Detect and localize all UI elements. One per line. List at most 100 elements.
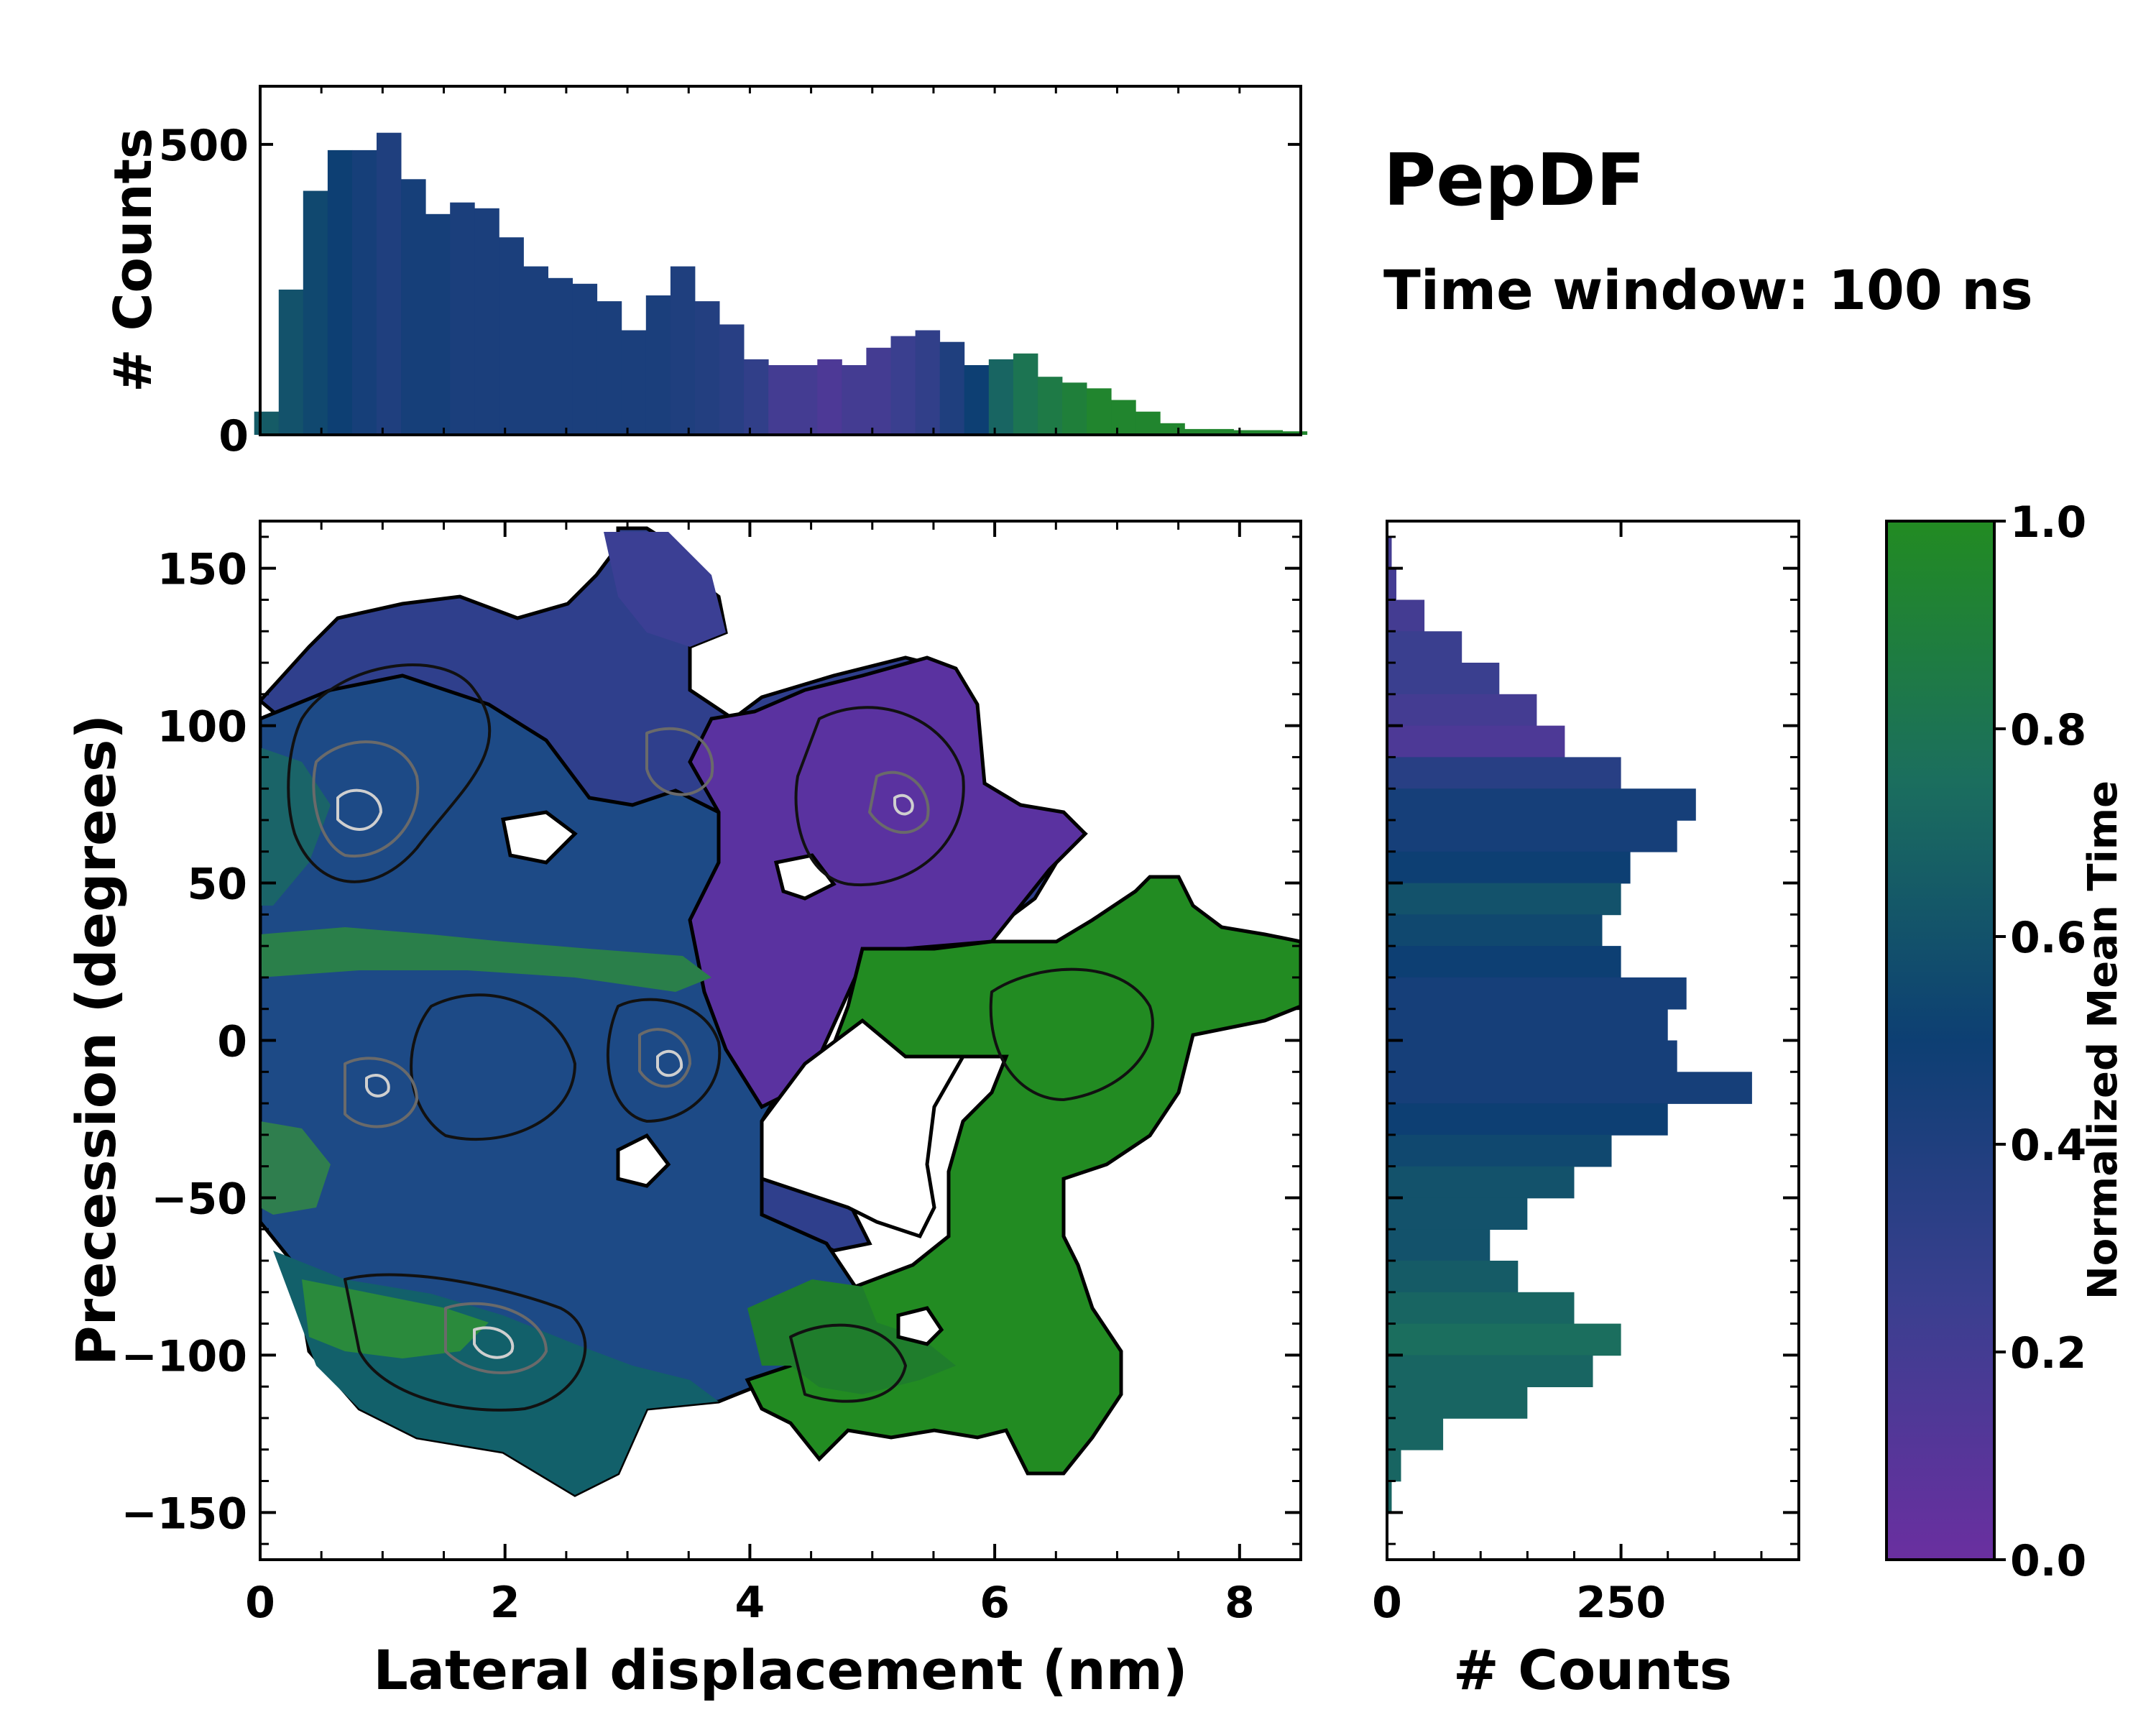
- right-histogram-bar: [1387, 1040, 1677, 1073]
- right-histogram-xlabel: # Counts: [1453, 1638, 1732, 1702]
- colorbar-tick-label: 0.4: [2010, 1121, 2086, 1171]
- figure-title: PepDF: [1383, 138, 1645, 222]
- right-histogram-bar: [1387, 914, 1603, 947]
- right-histogram-bar: [1387, 788, 1696, 821]
- main-heatmap-xtick-label: 4: [735, 1578, 765, 1628]
- main-heatmap-ytick-label: 50: [188, 860, 248, 910]
- top-histogram-bar: [621, 330, 647, 435]
- main-heatmap-xticks: 0 2 4 6 8: [245, 521, 1302, 1628]
- right-histogram-bar: [1387, 1134, 1612, 1167]
- contour-lines: [287, 663, 1154, 1412]
- top-histogram: 0 500 # Counts: [103, 85, 1308, 461]
- top-histogram-bar: [768, 365, 793, 435]
- right-histogram-bar: [1387, 1261, 1519, 1293]
- right-histogram-bar: [1387, 663, 1500, 695]
- contour-gray: [868, 770, 930, 834]
- right-histogram-xtick-label: 0: [1372, 1578, 1402, 1628]
- top-histogram-bar: [254, 411, 280, 435]
- region-right-arm: [745, 875, 1301, 1476]
- top-histogram-bar: [303, 190, 328, 435]
- top-histogram-bar: [1258, 430, 1284, 435]
- right-histogram-bar: [1387, 883, 1621, 916]
- colorbar-tick-label: 0.8: [2010, 705, 2086, 755]
- right-histogram-xticks: 0 250: [1372, 521, 1799, 1628]
- top-histogram-ytick-label: 500: [159, 121, 249, 171]
- region-lower-right-arm: [747, 1279, 956, 1394]
- right-histogram-bar: [1387, 725, 1565, 758]
- right-histogram-bar: [1387, 1418, 1444, 1450]
- right-histogram-bar: [1387, 757, 1621, 789]
- right-histogram-bar: [1387, 1008, 1668, 1041]
- main-heatmap-ytick-label: −50: [151, 1174, 247, 1224]
- main-heatmap-ylabel: Precession (degrees): [64, 714, 128, 1366]
- contour-light: [893, 794, 914, 816]
- main-heatmap-yticks: −150 −100 −50 0 50 100 150: [121, 535, 1301, 1545]
- right-histogram-bar: [1387, 1103, 1668, 1136]
- top-histogram-bar: [401, 179, 426, 436]
- colorbar-tick-label: 1.0: [2010, 497, 2086, 548]
- right-histogram-bar: [1387, 599, 1425, 632]
- right-histogram-bar: [1387, 1072, 1752, 1104]
- top-histogram-bar: [1062, 382, 1087, 436]
- hole-left-3: [616, 1133, 671, 1188]
- right-histogram-bar: [1387, 1386, 1528, 1419]
- main-heatmap-ytick-label: −150: [121, 1489, 247, 1539]
- contour-gray: [344, 1057, 418, 1128]
- top-histogram-bar: [1135, 411, 1161, 435]
- top-histogram-ylabel: # Counts: [103, 128, 163, 392]
- top-histogram-bar: [890, 336, 916, 435]
- contour-dark: [606, 998, 722, 1123]
- top-histogram-bar: [915, 330, 941, 435]
- right-histogram-bar: [1387, 1323, 1621, 1356]
- top-histogram-frame: [259, 85, 1302, 436]
- hole-left-1: [501, 810, 578, 865]
- top-histogram-bar: [964, 365, 990, 435]
- colorbar-ticks: 0.0 0.2 0.4 0.6 0.8 1.0: [1994, 497, 2086, 1586]
- main-heatmap-ytick-label: 150: [157, 545, 247, 595]
- top-histogram-bar: [1087, 388, 1112, 435]
- contour-dark: [287, 663, 492, 883]
- right-histogram-bar: [1387, 977, 1687, 1010]
- colorbar-label: Normalized Mean Time: [2080, 781, 2127, 1300]
- region-top-cluster: [604, 532, 726, 647]
- top-histogram-bar: [572, 283, 598, 435]
- top-histogram-bar: [1037, 377, 1063, 435]
- top-histogram-bar: [278, 289, 304, 435]
- main-heatmap-xtick-label: 2: [490, 1578, 520, 1628]
- top-histogram-bar: [744, 359, 769, 435]
- hole-left-2: [773, 853, 837, 901]
- contour-dark: [989, 967, 1154, 1101]
- top-histogram-bar: [352, 150, 377, 435]
- hole-center-right: [760, 1018, 967, 1239]
- main-heatmap-ytick-label: 100: [157, 702, 247, 753]
- right-histogram-bar: [1387, 631, 1462, 663]
- right-histogram-bar: [1387, 1197, 1528, 1230]
- contour-gray: [638, 1028, 691, 1088]
- right-histogram-bar: [1387, 1166, 1575, 1199]
- top-histogram-bar: [1282, 431, 1308, 435]
- contour-light: [473, 1326, 515, 1359]
- right-histogram-bar: [1387, 1229, 1491, 1261]
- top-histogram-bar: [327, 150, 353, 435]
- top-histogram-bar: [596, 301, 622, 435]
- contour-dark: [410, 993, 576, 1141]
- top-histogram-bar: [1013, 353, 1038, 435]
- right-histogram-bar: [1387, 536, 1392, 569]
- top-histogram-bar: [793, 365, 818, 435]
- right-histogram-bar: [1387, 1449, 1401, 1482]
- top-histogram-bar: [1160, 423, 1185, 435]
- right-histogram-bars: [1387, 536, 1752, 1514]
- top-histogram-bar: [450, 202, 475, 435]
- contour-gray: [645, 727, 714, 796]
- top-histogram-bar: [645, 295, 671, 435]
- right-histogram: 0 250 # Counts: [1372, 520, 1800, 1702]
- contour-light: [656, 1049, 683, 1077]
- top-histogram-bar: [939, 341, 965, 435]
- right-histogram-bar: [1387, 946, 1621, 978]
- top-histogram-bars: [254, 132, 1308, 436]
- contour-gray: [444, 1302, 548, 1374]
- top-histogram-bar: [548, 277, 573, 436]
- colorbar-tick-label: 0.6: [2010, 913, 2086, 963]
- top-histogram-bar: [377, 132, 402, 435]
- main-heatmap-xtick-label: 0: [245, 1578, 275, 1628]
